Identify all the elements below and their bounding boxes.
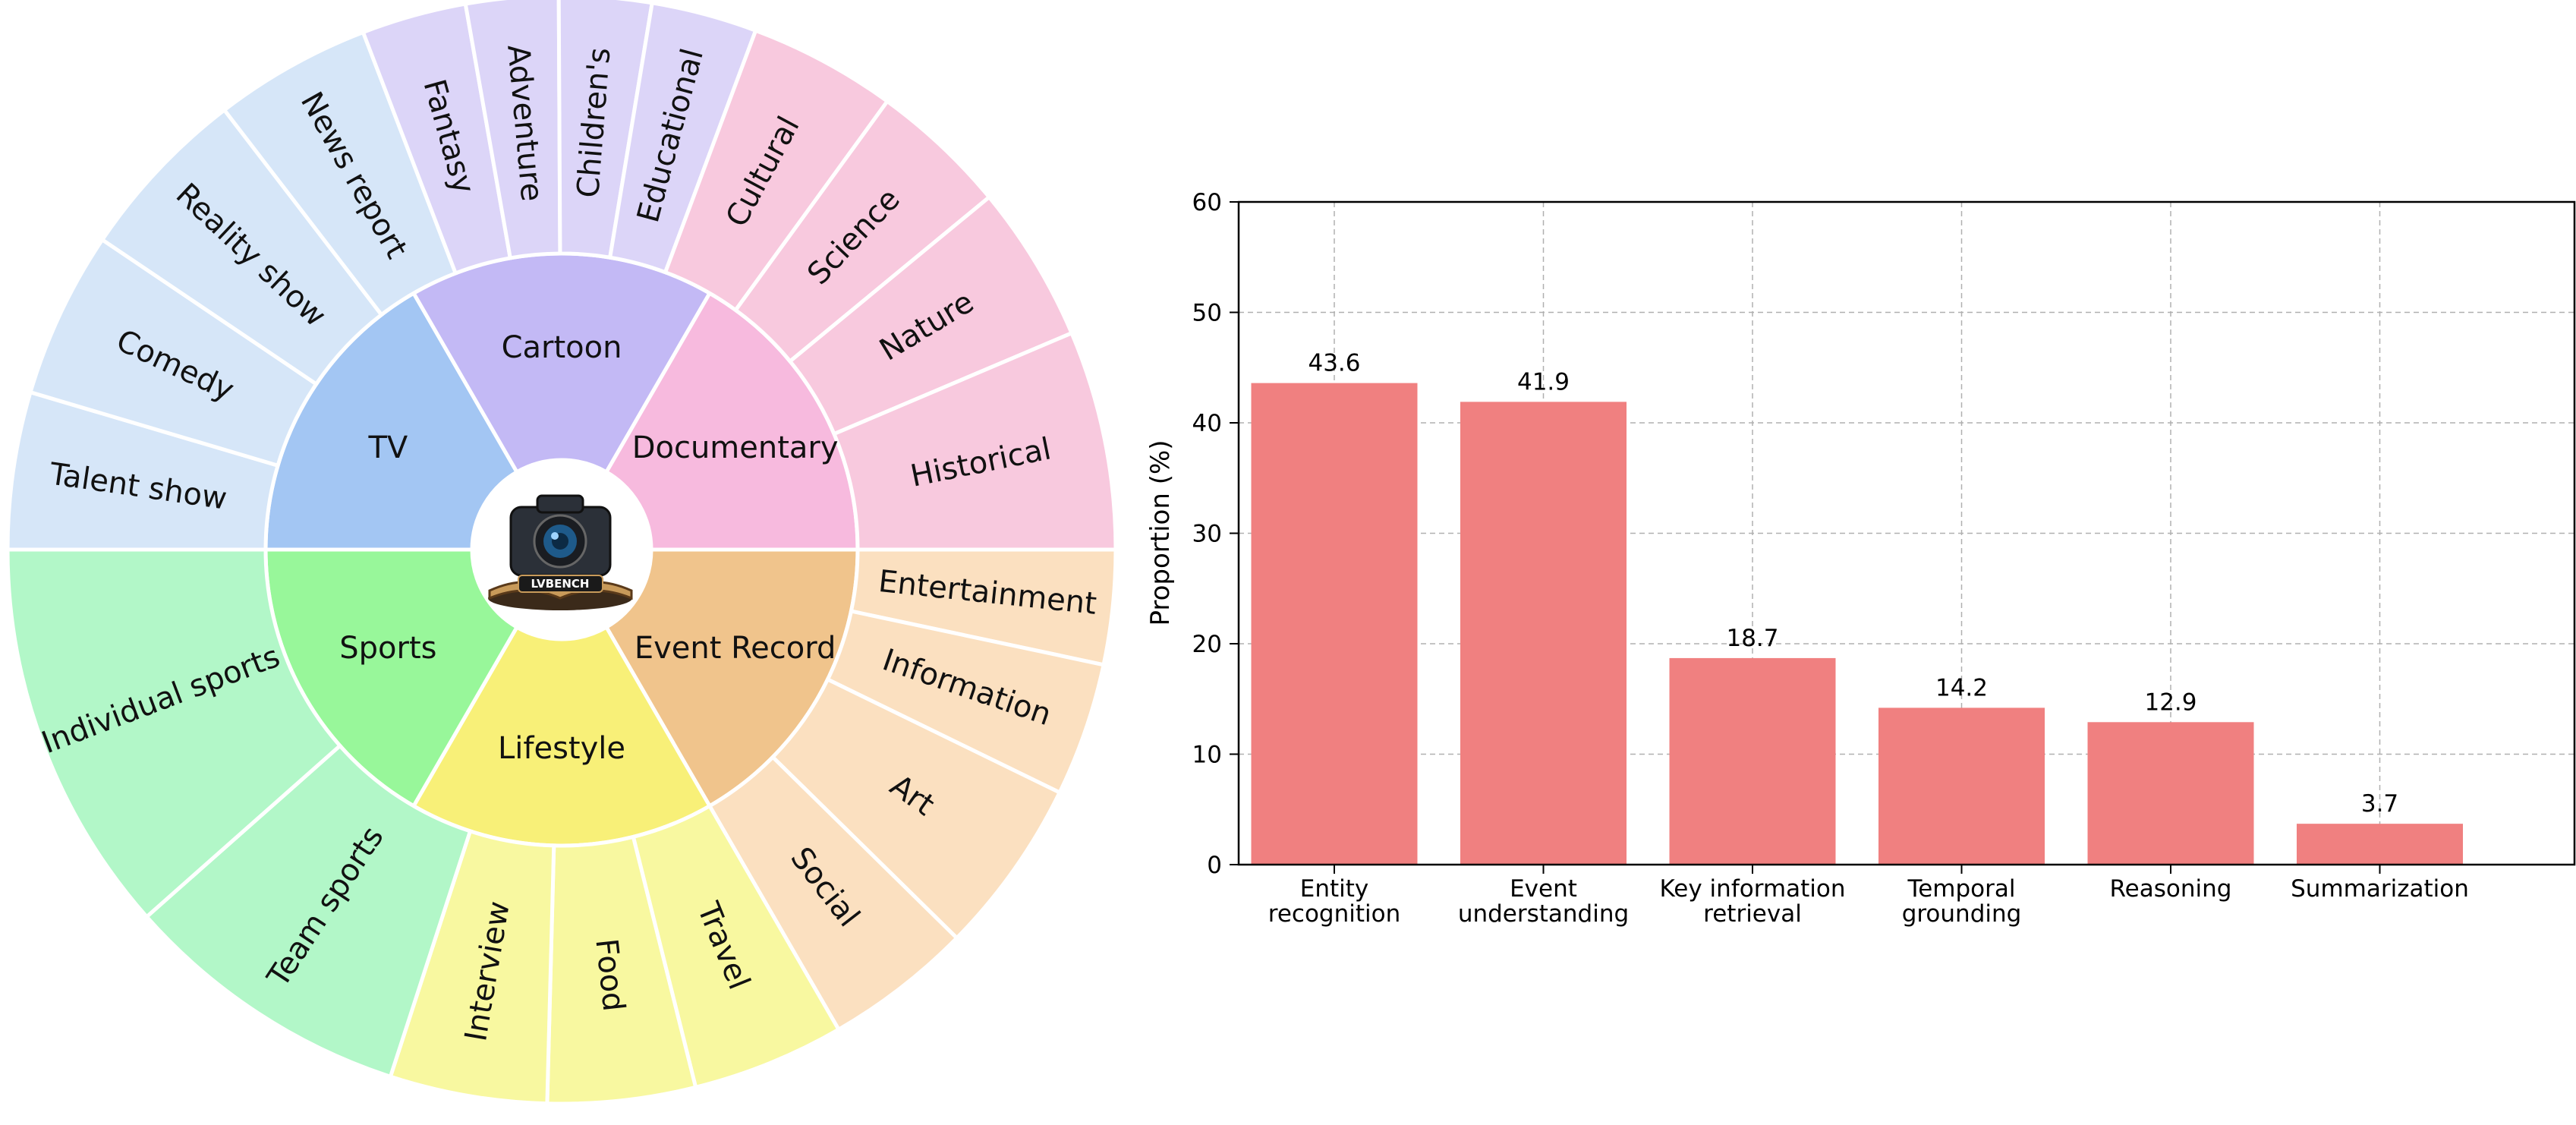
outer-segment-nature — [787, 194, 1075, 436]
outer-segment-food — [545, 834, 698, 1106]
y-tick-label-10: 10 — [1192, 742, 1222, 769]
y-tick-label-30: 30 — [1192, 521, 1222, 548]
x-tick-label-event-understanding: Event understanding — [1458, 875, 1629, 928]
outer-segment-comedy — [27, 237, 320, 468]
x-axis: Entity recognition Event understanding Key i… — [1268, 865, 2469, 928]
bar-reasoning — [2087, 722, 2254, 865]
outer-segment-adventure — [463, 0, 562, 260]
outer-segment-fantasy — [361, 2, 513, 276]
lvbench-logo: LVBENCH — [488, 494, 633, 610]
outer-label-food: Food — [588, 937, 631, 1013]
y-axis: 0 10 20 30 40 50 60 — [1192, 189, 1239, 879]
outer-segment-entertainment — [849, 547, 1118, 667]
value-label-event-understanding: 41.9 — [1517, 368, 1570, 395]
value-label-summarization: 3.7 — [2361, 790, 2398, 818]
outer-segment-travel — [631, 803, 842, 1090]
outer-segment-art — [770, 676, 1063, 941]
inner-label-lifestyle: Lifestyle — [498, 731, 625, 766]
inner-label-documentary: Documentary — [632, 430, 839, 465]
value-label-key-information-retrieval: 18.7 — [1726, 625, 1778, 652]
value-label-entity-recognition: 43.6 — [1308, 350, 1360, 377]
x-tick-label-entity-recognition: Entity recognition — [1268, 875, 1400, 928]
bar-chart: 43.6 41.9 18.7 14.2 12.9 3.7 0 10 20 30 40 50 60 En… — [1145, 189, 2576, 928]
outer-segment-children-s — [556, 0, 655, 260]
bar-key-information-retrieval — [1669, 657, 1836, 865]
bar-temporal-grounding — [1878, 707, 2045, 865]
x-tick-label-temporal-grounding: Temporal grounding — [1902, 875, 2022, 928]
y-tick-label-40: 40 — [1192, 410, 1222, 437]
outer-segment-historical — [831, 330, 1118, 552]
outer-segment-cultural — [663, 28, 890, 313]
inner-label-cartoon: Cartoon — [502, 330, 622, 365]
outer-segment-individual-sports — [5, 547, 343, 920]
x-tick-label-reasoning: Reasoning — [2110, 875, 2232, 903]
value-label-reasoning: 12.9 — [2144, 689, 2197, 716]
x-tick-label-summarization: Summarization — [2291, 875, 2469, 903]
logo-text: LVBENCH — [531, 577, 590, 591]
x-tick-label-key-information-retrieval: Key information retrieval — [1660, 875, 1846, 928]
outer-segment-science — [732, 98, 992, 364]
outer-segment-reality-show — [99, 107, 385, 387]
bar-summarization — [2297, 824, 2463, 865]
outer-segment-team-sports — [143, 742, 473, 1079]
bar-event-understanding — [1460, 402, 1627, 865]
bars: 43.6 41.9 18.7 14.2 12.9 3.7 — [1251, 350, 2463, 865]
outer-segment-interview — [388, 828, 556, 1106]
outer-segment-news-report — [222, 30, 458, 318]
y-tick-label-50: 50 — [1192, 300, 1222, 327]
bar-entity-recognition — [1251, 383, 1418, 865]
value-label-temporal-grounding: 14.2 — [1935, 674, 1988, 701]
outer-segment-information — [825, 609, 1107, 796]
y-tick-label-60: 60 — [1192, 189, 1222, 216]
sunburst-chart: TV Cartoon Documentary Event Record Lifestyl… — [5, 0, 1118, 1106]
inner-label-sports: Sports — [339, 631, 436, 666]
inner-label-tv: TV — [367, 430, 408, 465]
y-tick-label-20: 20 — [1192, 631, 1222, 658]
outer-segment-educational — [607, 0, 758, 275]
y-tick-label-0: 0 — [1207, 852, 1222, 879]
y-axis-label: Proportion (%) — [1145, 440, 1176, 626]
inner-label-event-record: Event Record — [635, 631, 836, 666]
outer-segment-social — [707, 754, 960, 1032]
outer-ring — [5, 0, 1118, 1106]
